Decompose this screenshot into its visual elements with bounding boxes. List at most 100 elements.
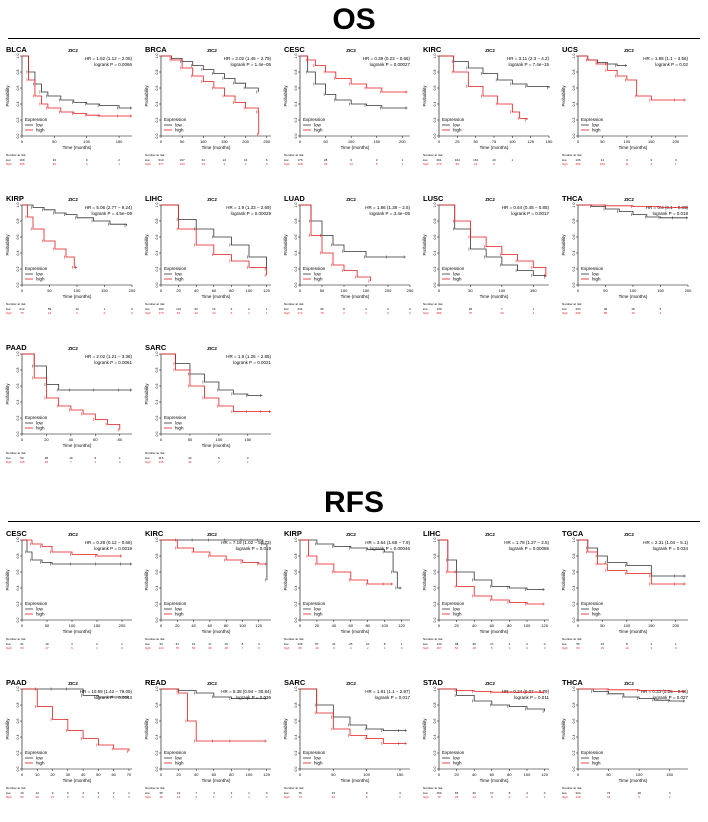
risk-row-label-high: high [562,646,568,650]
logrank-p-label: logrank P = 0.02 [655,62,688,67]
y-tick-label: 0.6 [155,235,159,240]
gene-label: ZIC2 [485,197,495,202]
risk-count-low: 13 [75,307,79,311]
survival-curve-high [161,204,267,276]
y-tick-label: 0.0 [155,134,159,139]
risk-count-high: 406 [575,162,580,166]
risk-count-low: 0 [266,791,268,795]
x-tick-label: 20 [454,772,459,777]
y-tick-label: 0.6 [155,719,159,724]
plot-title: KIRC [145,529,164,538]
plot-title: PAAD [6,343,27,352]
risk-count-low: 98 [455,642,459,646]
y-tick-label: 0.6 [572,719,576,724]
x-tick-label: 150 [244,437,251,442]
risk-count-high: 34 [202,162,206,166]
risk-row-label-low: low [423,791,428,795]
risk-count-high: 6 [231,311,233,315]
risk-count-low: 1 [248,791,250,795]
x-axis-label: Time (months) [63,294,92,299]
x-tick-label: 100 [624,139,631,144]
x-tick-label: 80 [507,772,512,777]
risk-count-high: 30 [159,795,163,799]
legend-title: Expression [164,266,187,271]
y-tick-label: 0.8 [294,554,298,559]
risk-count-high: 0 [675,646,677,650]
x-tick-label: 100 [509,139,516,144]
y-tick-label: 0.4 [294,735,298,740]
risk-count-low: 199 [19,158,24,162]
risk-count-low: 10 [69,456,73,460]
risk-row-label-low: low [423,158,428,162]
y-tick-label: 0.4 [572,586,576,591]
risk-count-high: 1 [247,460,249,464]
risk-count-high: 75 [20,311,24,315]
risk-count-high: 53 [20,646,24,650]
x-tick-label: 50 [603,288,608,293]
risk-table-title: Number at risk [562,153,582,157]
risk-count-low: 1 [532,307,534,311]
risk-row-label-high: high [284,646,290,650]
y-tick-label: 0.6 [294,86,298,91]
gene-label: ZIC2 [68,532,78,537]
risk-count-high: 15 [601,646,605,650]
risk-count-low: 61 [202,158,206,162]
y-tick-label: 1.0 [433,203,437,208]
legend-label-low: low [592,607,600,612]
hazard-ratio-label: HR = 0.28 (0.12 − 0.66) [85,540,133,545]
risk-count-high: 63 [576,646,580,650]
survival-curve-high [22,55,132,117]
risk-count-low: 6 [350,158,352,162]
y-tick-label: 0.6 [433,719,437,724]
risk-count-high: 2 [399,795,401,799]
y-tick-label: 0.0 [433,283,437,288]
risk-table-title: Number at risk [562,786,582,790]
risk-row-label-low: low [562,791,567,795]
logrank-p-label: logrank P = 0.036 [236,695,272,700]
x-tick-label: 200 [672,139,679,144]
plot-title: LIHC [145,194,163,203]
risk-count-high: 35 [298,646,302,650]
risk-count-high: 0 [493,162,495,166]
risk-count-low: 20 [492,158,496,162]
risk-count-high: 14 [473,795,477,799]
x-tick-label: 20 [175,623,180,628]
risk-row-label-low: low [284,158,289,162]
risk-count-low: 18 [637,791,641,795]
risk-count-low: 4 [365,307,367,311]
risk-count-low: 2 [118,158,120,162]
risk-count-low: 6 [67,791,69,795]
x-axis-label: Time (months) [480,294,509,299]
x-axis-label: Time (months) [63,778,92,783]
x-tick-label: 60 [93,437,98,442]
y-tick-label: 0.0 [16,618,20,623]
risk-row-label-low: low [284,791,289,795]
x-tick-label: 0 [299,139,302,144]
x-tick-label: 0 [160,772,163,777]
y-tick-label: 0.8 [155,703,159,708]
y-tick-label: 0.0 [433,618,437,623]
x-tick-label: 100 [246,288,253,293]
risk-table-title: Number at risk [284,637,304,641]
risk-count-high: 145 [575,795,580,799]
survival-curve-low [22,539,132,565]
os-lihc-km-plot: LIHC ZIC2 0.0 0.2 0.4 0.6 0.8 1.0 Probability 0 20… [144,194,271,315]
risk-count-high: 84 [456,162,460,166]
logrank-p-label: logrank P = 0.00046 [370,546,411,551]
risk-row-label-high: high [145,162,151,166]
risk-count-high: 31 [188,460,192,464]
risk-count-low: 1 [401,642,403,646]
y-tick-label: 0.2 [294,602,298,607]
y-tick-label: 0.6 [155,86,159,91]
y-tick-label: 1.0 [155,203,159,208]
risk-count-low: 4 [213,791,215,795]
x-tick-label: 50 [320,288,325,293]
risk-count-high: 52 [455,646,459,650]
x-axis-label: Time (months) [341,629,370,634]
legend-label-low: low [36,421,44,426]
risk-count-low: 4 [258,642,260,646]
risk-count-high: 5 [366,795,368,799]
risk-count-high: 128 [297,162,302,166]
legend-label-high: high [36,128,45,133]
risk-count-high: 0 [131,311,133,315]
